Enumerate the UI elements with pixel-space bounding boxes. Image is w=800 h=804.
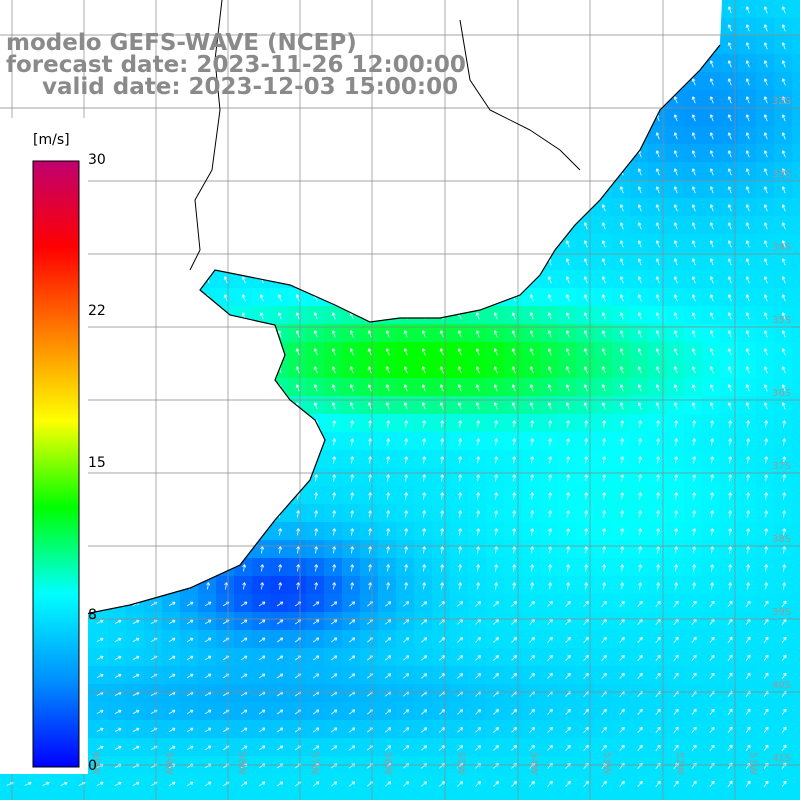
lat-label: 37S [772,461,791,472]
colorbar-unit: [m/s] [33,132,70,148]
lon-label: 52W [674,752,685,775]
lat-label: 35S [772,315,791,326]
lon-label: 56W [382,752,393,775]
lon-label: 60W [90,752,101,775]
title-forecast-date: forecast date: 2023-11-26 12:00:00 [6,52,466,78]
title-model: modelo GEFS-WAVE (NCEP) [6,30,357,56]
lon-label: 59W [163,752,174,775]
lon-label: 51W [747,752,758,775]
lat-label: 33S [772,169,791,180]
lat-label: 39S [772,607,791,618]
colorbar-tick-30: 30 [88,152,106,168]
colorbar-tick-8: 8 [88,607,97,623]
lon-label: 53W [601,752,612,775]
lon-label: 58W [236,752,247,775]
title-valid-date: valid date: 2023-12-03 15:00:00 [42,74,459,100]
colorbar-tick-15: 15 [88,455,106,471]
lon-label: 54W [528,752,539,775]
colorbar-tick-0: 0 [88,758,97,774]
lon-label: 57W [309,752,320,775]
lon-label: 55W [455,752,466,775]
country-border [189,0,581,271]
colorbar-tick-22: 22 [88,303,106,319]
colorbar-gradient [32,160,80,768]
lat-label: 41S [772,753,791,764]
lat-label: 32S [772,96,791,107]
latitude-labels: 32S 33S 34S 35S 36S 37S 38S 39S 40S 41S [772,96,791,764]
lat-label: 38S [772,534,791,545]
lat-label: 34S [772,242,791,253]
lat-label: 40S [772,680,791,691]
coastline [0,44,721,629]
lat-label: 36S [772,388,791,399]
colorbar [0,118,88,774]
